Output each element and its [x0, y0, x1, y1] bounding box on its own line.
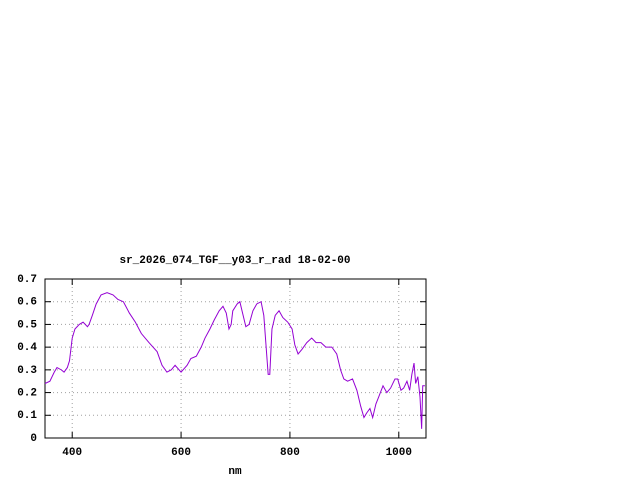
y-tick-label: 0: [30, 433, 37, 445]
y-tick-label: 0.2: [17, 387, 37, 399]
y-tick-label: 0.3: [17, 365, 37, 377]
x-tick-label: 1000: [386, 447, 412, 459]
x-axis-label: nm: [228, 466, 242, 478]
x-tick-label: 400: [62, 447, 82, 459]
chart-title: sr_2026_074_TGF__y03_r_rad 18-02-00: [119, 255, 350, 267]
data-line: [44, 292, 425, 429]
y-tick-label: 0.6: [17, 297, 37, 309]
y-tick-label: 0.1: [17, 410, 37, 422]
x-tick-label: 600: [171, 447, 191, 459]
y-tick-label: 0.4: [17, 342, 37, 354]
y-tick-label: 0.7: [17, 274, 37, 286]
x-tick-label: 800: [280, 447, 300, 459]
y-tick-label: 0.5: [17, 319, 37, 331]
plot-frame: [44, 278, 427, 439]
